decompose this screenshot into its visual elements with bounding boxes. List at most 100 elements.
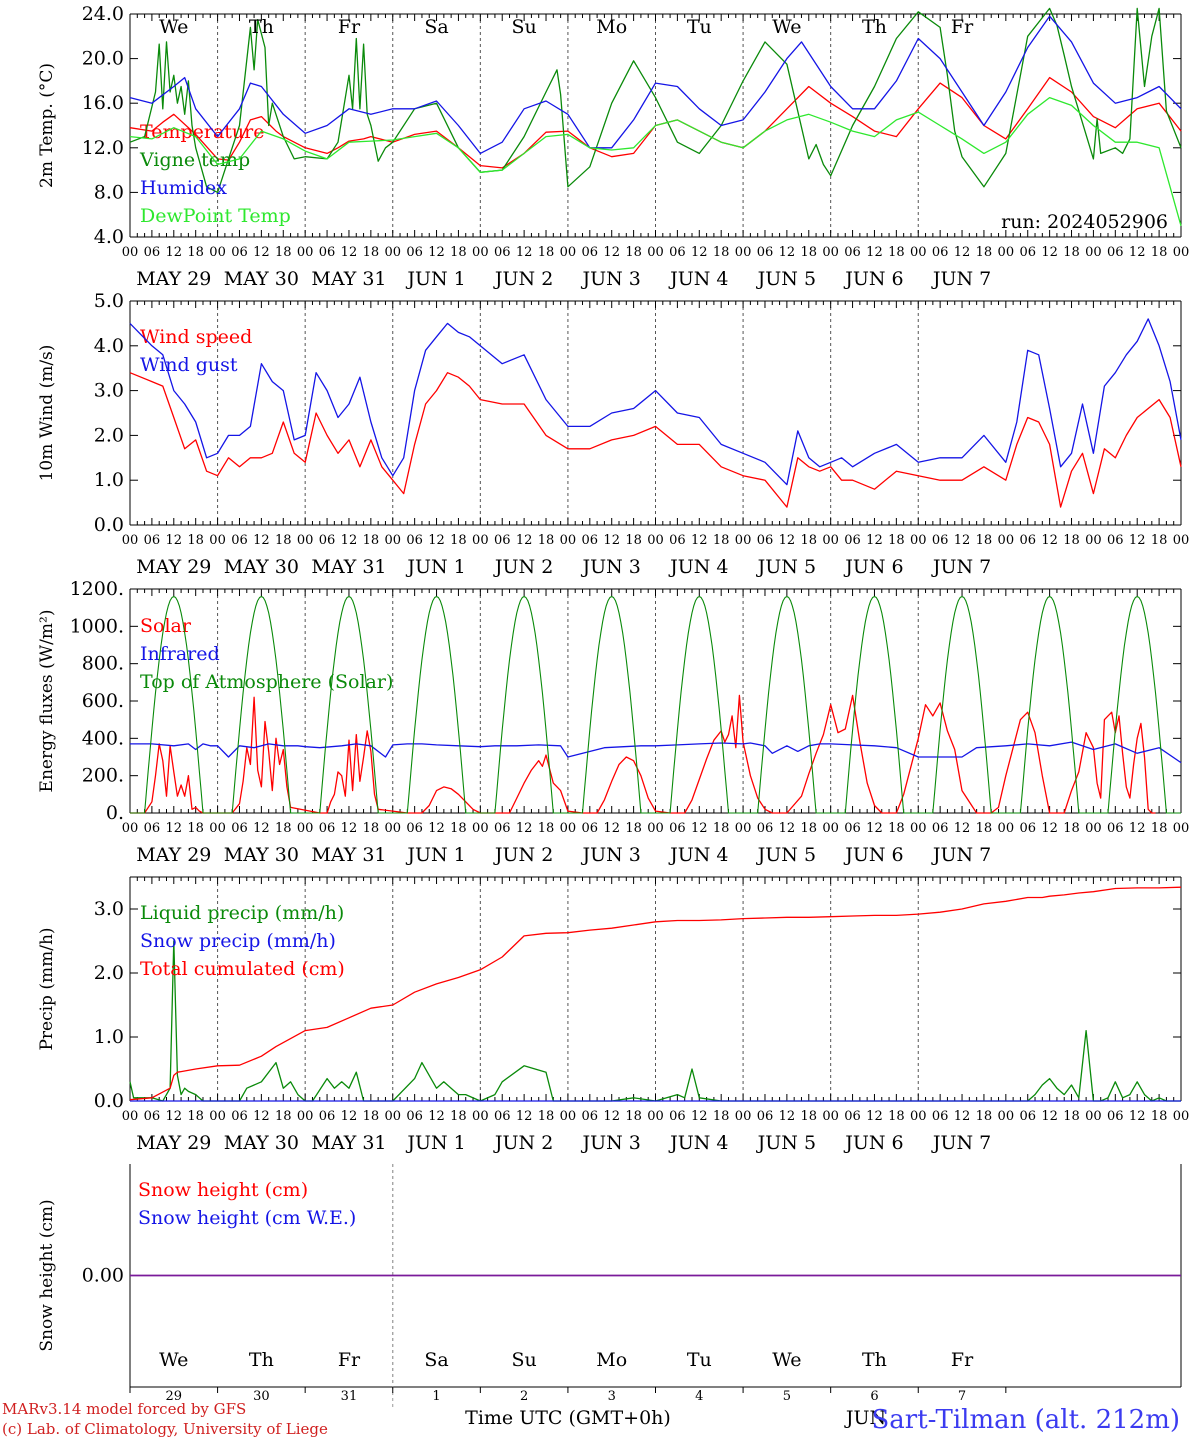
- hour-tick-label: 12: [166, 533, 183, 548]
- legend-entry: DewPoint Temp: [140, 205, 291, 227]
- panel-1: 4.0 8.0 12.0 16.0 20.0 24.0 2m Temp. (°C) Tempe…: [37, 3, 1182, 248]
- hour-tick-label: 00: [122, 821, 139, 836]
- weekday-label: Sa: [424, 16, 448, 38]
- date-label: JUN 1: [405, 268, 465, 290]
- hour-tick-label: 06: [932, 821, 949, 836]
- date-label: MAY 30: [224, 1132, 299, 1154]
- weekday-label: Su: [511, 16, 536, 38]
- y-tick-label: 1200.: [70, 578, 124, 600]
- series-wind-gust: [129, 318, 1182, 486]
- panel-4: 0.0 1.0 2.0 3.0 Precip (mm/h) Liquid precip (…: [37, 876, 1182, 1112]
- hour-tick-label: 00: [735, 533, 752, 548]
- hour-tick-label: 18: [450, 821, 467, 836]
- hour-tick-label: 18: [976, 245, 993, 260]
- weekday-label: Th: [862, 16, 887, 38]
- hour-tick-label: 06: [494, 821, 511, 836]
- hour-tick-label: 12: [691, 533, 708, 548]
- legend-entry: Temperature: [140, 121, 264, 143]
- series-humidex: [129, 15, 1182, 155]
- bottom-day-number: 1: [432, 1389, 440, 1404]
- weekday-label: Su: [511, 1349, 536, 1371]
- run-label: run: 2024052906: [1001, 211, 1168, 233]
- hour-tick-label: 18: [275, 533, 292, 548]
- series-vigne-temp: [129, 7, 1182, 194]
- y-axis-label: 10m Wind (m/s): [37, 345, 57, 482]
- legend-entry: Snow precip (mm/h): [140, 930, 336, 952]
- hour-tick-label: 00: [1173, 1109, 1190, 1124]
- hour-tick-label: 18: [450, 245, 467, 260]
- hour-tick-label: 18: [888, 821, 905, 836]
- y-tick-label: 20.0: [82, 48, 124, 70]
- y-tick-label: 1000.: [70, 615, 124, 637]
- weekday-label: Mo: [596, 1349, 627, 1371]
- weekday-label: Fr: [338, 16, 361, 38]
- hour-tick-label: 06: [932, 533, 949, 548]
- hour-tick-label: 18: [976, 533, 993, 548]
- hour-tick-label: 12: [954, 533, 971, 548]
- weekday-label: We: [772, 16, 801, 38]
- hour-tick-label: 12: [516, 1109, 533, 1124]
- hour-tick-label: 12: [779, 533, 796, 548]
- hour-tick-label: 12: [779, 245, 796, 260]
- hour-tick-label: 12: [1129, 533, 1146, 548]
- hour-tick-label: 18: [713, 821, 730, 836]
- hour-tick-label: 00: [998, 245, 1015, 260]
- y-tick-label: 1.0: [94, 1026, 124, 1048]
- y-tick-label: 4.0: [94, 226, 124, 248]
- date-label: JUN 1: [405, 844, 465, 866]
- hour-tick-label: 12: [603, 821, 620, 836]
- hour-tick-label: 18: [275, 821, 292, 836]
- hour-tick-label: 06: [494, 245, 511, 260]
- y-tick-label: 16.0: [82, 92, 124, 114]
- hour-tick-label: 06: [1019, 821, 1036, 836]
- y-tick-label: 0.00: [82, 1265, 124, 1287]
- hour-tick-label: 06: [757, 245, 774, 260]
- series-solar: [130, 694, 1156, 814]
- hour-tick-label: 18: [538, 533, 555, 548]
- hour-tick-label: 00: [560, 245, 577, 260]
- hour-tick-label: 12: [1129, 1109, 1146, 1124]
- hour-tick-label: 18: [1063, 1109, 1080, 1124]
- hour-tick-label: 18: [1063, 533, 1080, 548]
- hour-tick-label: 00: [1085, 245, 1102, 260]
- hour-tick-label: 18: [363, 533, 380, 548]
- hour-tick-label: 00: [384, 821, 401, 836]
- y-tick-label: 4.0: [94, 335, 124, 357]
- date-label: MAY 31: [311, 844, 386, 866]
- date-label: JUN 4: [668, 1132, 728, 1154]
- date-label: MAY 29: [136, 844, 211, 866]
- hour-tick-label: 00: [560, 821, 577, 836]
- hour-tick-label: 06: [1107, 533, 1124, 548]
- hour-tick-label: 12: [166, 821, 183, 836]
- hour-tick-label: 06: [844, 821, 861, 836]
- hour-tick-label: 06: [144, 821, 161, 836]
- date-label: JUN 5: [756, 556, 816, 578]
- hour-tick-label: 12: [691, 1109, 708, 1124]
- hour-tick-label: 06: [757, 1109, 774, 1124]
- date-label: MAY 29: [136, 556, 211, 578]
- date-label: MAY 30: [224, 268, 299, 290]
- hour-tick-label: 12: [1041, 821, 1058, 836]
- hour-tick-label: 00: [998, 1109, 1015, 1124]
- legend-entry: Snow height (cm W.E.): [138, 1207, 356, 1229]
- bottom-day-number: 7: [958, 1389, 966, 1404]
- hour-tick-label: 06: [494, 1109, 511, 1124]
- series-total-cumulated-cm: [129, 886, 1182, 1101]
- hour-tick-label: 18: [713, 1109, 730, 1124]
- hour-tick-label: 18: [625, 1109, 642, 1124]
- hour-tick-label: 12: [341, 1109, 358, 1124]
- hour-tick-label: 12: [691, 821, 708, 836]
- hour-tick-label: 18: [538, 1109, 555, 1124]
- legend-entry: Wind speed: [140, 326, 252, 348]
- hour-tick-label: 06: [231, 533, 248, 548]
- hour-tick-label: 00: [1085, 821, 1102, 836]
- hour-tick-label: 00: [1085, 1109, 1102, 1124]
- hour-tick-label: 00: [122, 245, 139, 260]
- hour-tick-label: 00: [209, 821, 226, 836]
- hour-tick-label: 06: [319, 245, 336, 260]
- hour-tick-label: 06: [144, 1109, 161, 1124]
- date-label: MAY 31: [311, 1132, 386, 1154]
- weekday-label: Th: [249, 16, 274, 38]
- hour-tick-label: 06: [1019, 245, 1036, 260]
- hour-tick-label: 06: [231, 1109, 248, 1124]
